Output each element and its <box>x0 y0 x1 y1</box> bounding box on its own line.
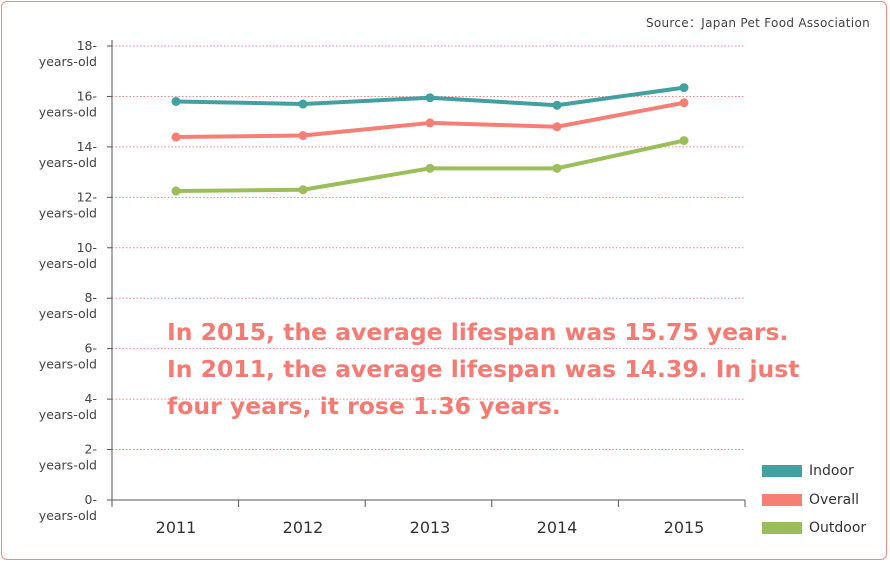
legend-swatch-outdoor <box>762 522 802 535</box>
legend-item-outdoor: Outdoor <box>762 514 866 543</box>
legend-label-overall: Overall <box>809 491 860 508</box>
data-point-outdoor-2011 <box>171 186 181 196</box>
data-point-overall-2013 <box>425 118 435 128</box>
annotation-line-3: four years, it rose 1.36 years. <box>167 392 561 420</box>
y-tick-label-16: 16- <box>77 88 97 103</box>
legend: Indoor Overall Outdoor <box>762 457 866 543</box>
y-tick-unit-0: years-old <box>39 508 97 523</box>
legend-swatch-overall <box>762 493 802 506</box>
y-tick-label-0: 0- <box>85 492 97 507</box>
data-point-overall-2015 <box>679 98 689 108</box>
x-tick-label-2014: 2014 <box>537 518 578 537</box>
legend-item-indoor: Indoor <box>762 457 866 486</box>
y-tick-label-4: 4- <box>85 391 97 406</box>
y-tick-unit-16: years-old <box>39 104 97 119</box>
data-point-outdoor-2014 <box>552 163 562 173</box>
data-point-overall-2012 <box>298 131 308 141</box>
y-tick-unit-4: years-old <box>39 407 97 422</box>
y-tick-unit-14: years-old <box>39 155 97 170</box>
y-tick-unit-6: years-old <box>39 357 97 372</box>
y-tick-label-6: 6- <box>85 341 97 356</box>
y-tick-label-10: 10- <box>77 240 97 255</box>
y-tick-label-14: 14- <box>77 139 97 154</box>
data-point-indoor-2015 <box>679 83 689 93</box>
legend-swatch-indoor <box>762 465 802 478</box>
data-point-outdoor-2013 <box>425 163 435 173</box>
annotation-text: In 2015, the average lifespan was 15.75 … <box>167 314 800 425</box>
y-tick-unit-10: years-old <box>39 256 97 271</box>
legend-label-outdoor: Outdoor <box>809 520 867 537</box>
data-point-overall-2011 <box>171 132 181 142</box>
y-tick-unit-2: years-old <box>39 458 97 473</box>
data-point-indoor-2013 <box>425 93 435 103</box>
data-point-indoor-2011 <box>171 96 181 106</box>
y-tick-unit-12: years-old <box>39 205 97 220</box>
data-point-outdoor-2015 <box>679 136 689 146</box>
annotation-line-2: In 2011, the average lifespan was 14.39.… <box>167 355 800 383</box>
x-tick-label-2015: 2015 <box>664 518 705 537</box>
legend-item-overall: Overall <box>762 486 866 515</box>
data-point-outdoor-2012 <box>298 185 308 195</box>
data-point-indoor-2012 <box>298 99 308 109</box>
x-tick-label-2013: 2013 <box>410 518 451 537</box>
x-tick-label-2012: 2012 <box>283 518 324 537</box>
y-tick-label-2: 2- <box>85 442 97 457</box>
y-tick-label-18: 18- <box>77 38 97 53</box>
y-tick-label-12: 12- <box>77 189 97 204</box>
x-tick-label-2011: 2011 <box>156 518 197 537</box>
source-note: Source：Japan Pet Food Association <box>645 16 870 30</box>
data-point-overall-2014 <box>552 122 562 132</box>
legend-label-indoor: Indoor <box>809 463 854 480</box>
data-point-indoor-2014 <box>552 100 562 110</box>
y-tick-label-8: 8- <box>85 290 97 305</box>
y-tick-unit-8: years-old <box>39 306 97 321</box>
y-tick-unit-18: years-old <box>39 54 97 69</box>
annotation-line-1: In 2015, the average lifespan was 15.75 … <box>167 318 789 346</box>
